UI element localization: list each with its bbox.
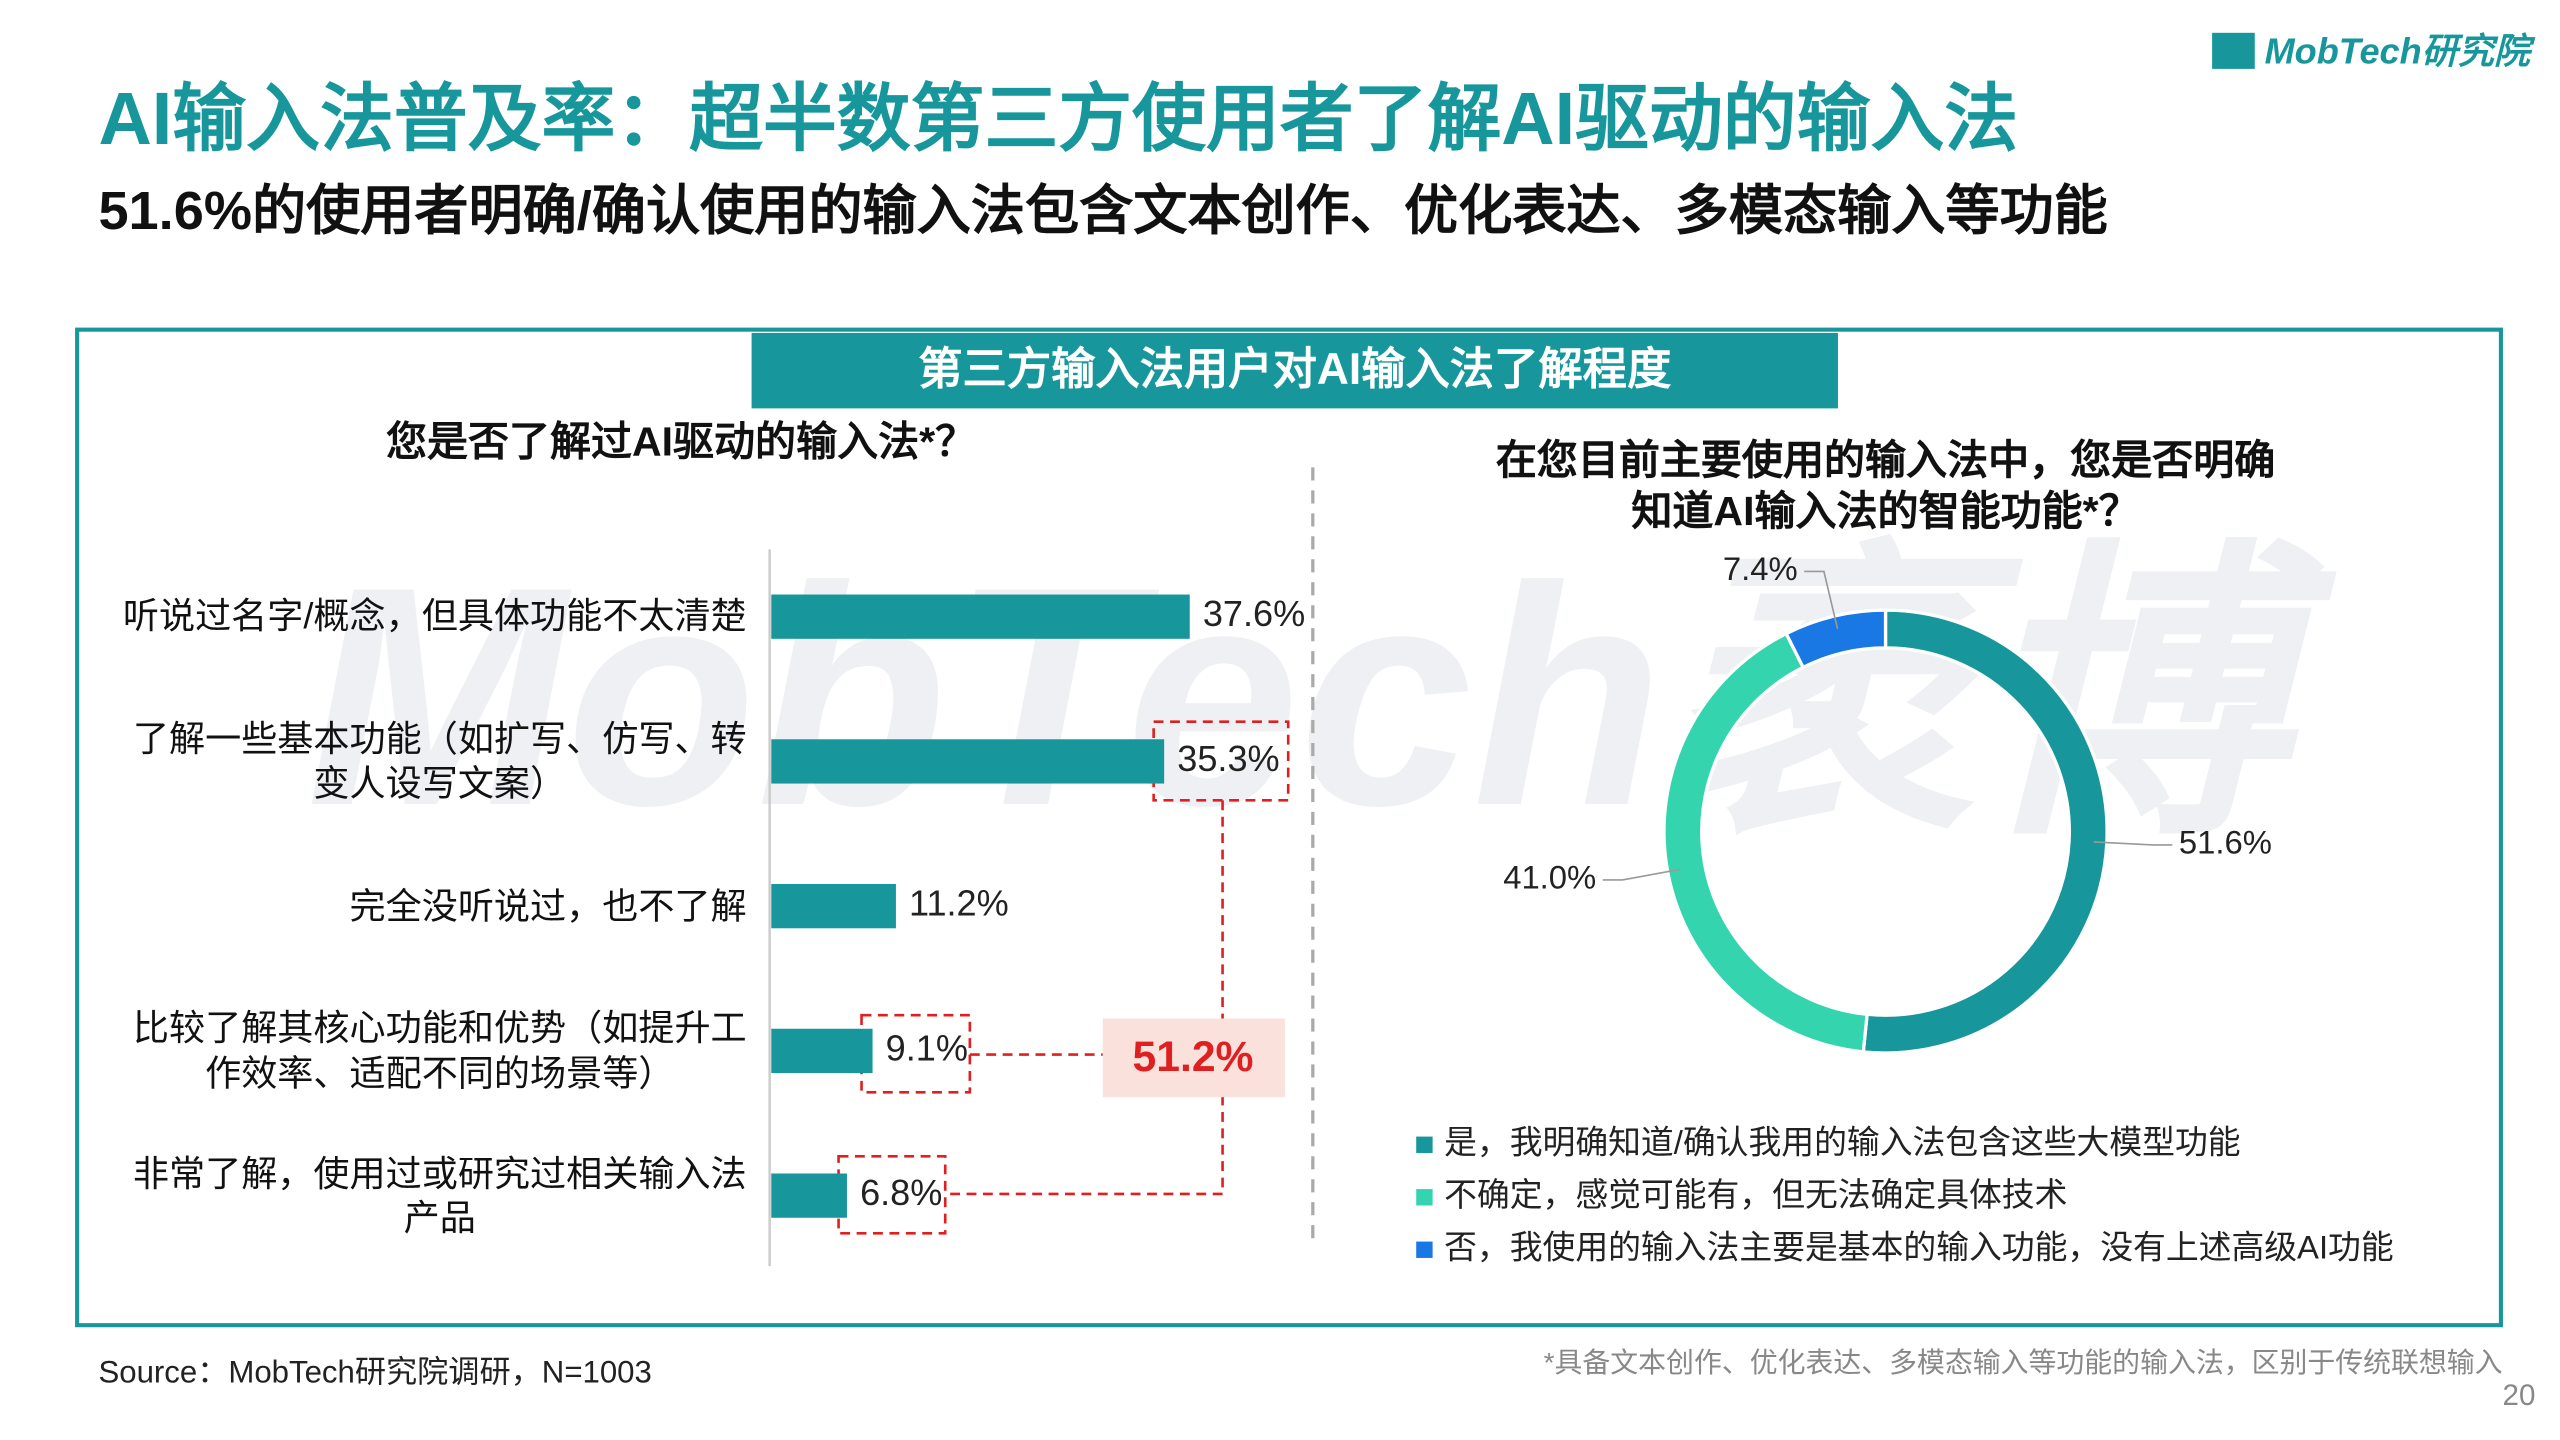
- logo: MobTech研究院: [2265, 31, 2536, 72]
- bar: [771, 739, 1165, 784]
- annotation-box: [1102, 1018, 1285, 1098]
- category-label-wrap: 了解一些基本功能（如扩写、仿写、转 变人设写文案）: [66, 696, 747, 827]
- value-label: 41.0%: [1503, 859, 1596, 896]
- bar: [771, 884, 896, 929]
- source: Source：MobTech研究院调研，N=1003: [98, 1355, 651, 1390]
- subtitle: 51.6%的使用者明确/确认使用的输入法包含文本创作、优化表达、多模态输入等功能: [98, 181, 2107, 241]
- category-label-box: 完全没听说过，也不了解: [66, 841, 747, 972]
- leader-line: [2093, 841, 2173, 846]
- value-label: 35.3%: [1177, 738, 1279, 779]
- panel-title-bar: [751, 332, 1838, 409]
- leader-line: [1804, 570, 1839, 630]
- panel: [75, 327, 2503, 1328]
- bar: [771, 594, 1190, 639]
- connector: [945, 800, 1224, 1196]
- donut-segment: [1662, 631, 1869, 1054]
- value-label: 51.6%: [2179, 824, 2272, 861]
- legend-label: 不确定，感觉可能有，但无法确定具体技术: [1444, 1176, 2067, 1213]
- leader-line: [1602, 868, 1681, 881]
- legend-swatch: [1416, 1136, 1433, 1153]
- annotation: 51.2%: [1133, 1033, 1254, 1081]
- value-label: 9.1%: [886, 1027, 968, 1068]
- value-label: 7.4%: [1723, 550, 1798, 587]
- footnote: *具备文本创作、优化表达、多模态输入等功能的输入法，区别于传统联想输入: [1544, 1347, 2503, 1378]
- value-label: 11.2%: [909, 883, 1009, 924]
- category-label-box: 比较了解其核心功能和优势（如提升工 作效率、适配不同的场景等）: [66, 985, 747, 1116]
- watermark: MobTech袤博: [306, 523, 2340, 871]
- legend-label: 否，我使用的输入法主要是基本的输入功能，没有上述高级AI功能: [1444, 1228, 2394, 1265]
- chart-title-box: 在您目前主要使用的输入法中，您是否明确 知道AI输入法的智能功能*？: [1411, 430, 2360, 545]
- donut-segment: [1861, 608, 2109, 1055]
- value-label: 37.6%: [1203, 593, 1305, 634]
- legend-label: 是，我明确知道/确认我用的输入法包含这些大模型功能: [1444, 1123, 2240, 1160]
- legend-swatch: [1416, 1241, 1433, 1258]
- chart-title-wrap: 在您目前主要使用的输入法中，您是否明确 知道AI输入法的智能功能*？: [1411, 430, 2360, 545]
- category-label: 非常了解，使用过或研究过相关输入法 产品: [132, 1152, 747, 1239]
- legend-swatch: [1416, 1189, 1433, 1206]
- category-label-box: 非常了解，使用过或研究过相关输入法 产品: [66, 1130, 747, 1261]
- title: AI输入法普及率：超半数第三方使用者了解AI驱动的输入法: [98, 77, 2018, 160]
- category-label: 比较了解其核心功能和优势（如提升工 作效率、适配不同的场景等）: [132, 1007, 747, 1094]
- chart-title: 在您目前主要使用的输入法中，您是否明确 知道AI输入法的智能功能*？: [1495, 437, 2276, 535]
- chart-title: 您是否了解过AI驱动的输入法*？: [386, 418, 976, 464]
- bar: [771, 1028, 873, 1074]
- category-label: 完全没听说过，也不了解: [349, 885, 747, 927]
- logo-icon: [2212, 32, 2255, 69]
- category-label-wrap: 非常了解，使用过或研究过相关输入法 产品: [66, 1130, 747, 1261]
- category-label: 了解一些基本功能（如扩写、仿写、转 变人设写文案）: [132, 717, 747, 805]
- category-label-wrap: 听说过名字/概念，但具体功能不太清楚: [66, 551, 747, 682]
- category-label-box: 听说过名字/概念，但具体功能不太清楚: [66, 551, 747, 682]
- page-number: 20: [2503, 1379, 2536, 1412]
- category-label-box: 了解一些基本功能（如扩写、仿写、转 变人设写文案）: [66, 696, 747, 827]
- donut-segment: [1784, 608, 1888, 670]
- category-label: 听说过名字/概念，但具体功能不太清楚: [122, 595, 747, 637]
- bar: [771, 1173, 847, 1218]
- panel-title: 第三方输入法用户对AI输入法了解程度: [918, 345, 1672, 394]
- value-label: 6.8%: [860, 1172, 942, 1213]
- category-label-wrap: 比较了解其核心功能和优势（如提升工 作效率、适配不同的场景等）: [66, 985, 747, 1116]
- category-label-wrap: 完全没听说过，也不了解: [66, 841, 747, 972]
